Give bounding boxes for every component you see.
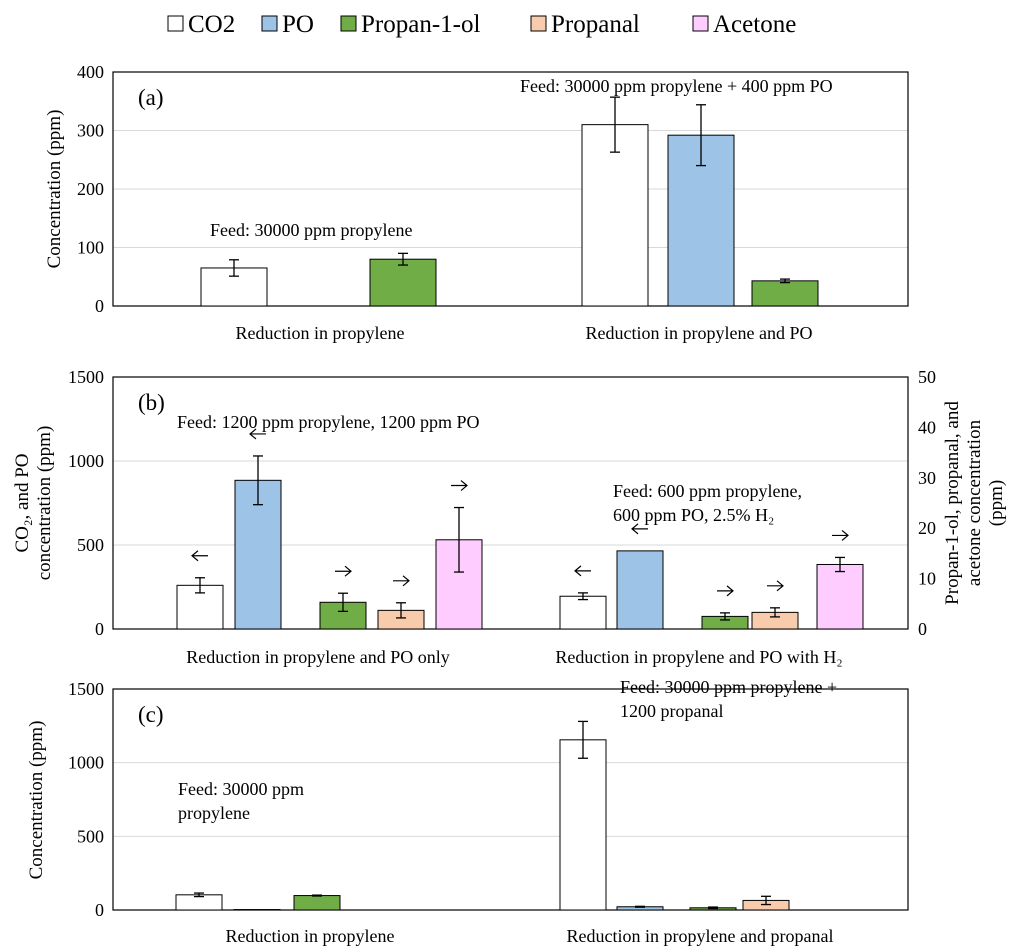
x-category-label: Reduction in propylene <box>226 926 395 946</box>
y-tick-label: 300 <box>77 121 104 141</box>
legend-label: CO2 <box>188 11 235 38</box>
y-tick-label: 500 <box>77 826 104 846</box>
y-tick-label: 0 <box>95 900 104 920</box>
y-axis-label: Concentration (ppm) <box>26 721 47 880</box>
bar-propan-1-ol <box>751 280 819 307</box>
arrow-right-icon <box>832 529 849 541</box>
y-tick-label: 100 <box>77 238 104 258</box>
legend-swatch <box>530 15 547 32</box>
feed-annotation: Feed: 30000 ppm propylene + 400 ppm PO <box>520 76 833 96</box>
legend-swatch <box>261 15 278 32</box>
y-right-tick-label: 10 <box>918 569 936 589</box>
legend-label: Acetone <box>713 11 796 38</box>
legend-item: Propanal <box>530 11 640 38</box>
y-tick-label: 1000 <box>68 753 104 773</box>
panel-label: (c) <box>138 702 164 727</box>
legend-label: PO <box>282 11 314 38</box>
y-right-tick-label: 40 <box>918 417 936 437</box>
legend-item: CO2 <box>167 11 235 38</box>
legend-swatch <box>167 15 184 32</box>
y-tick-label: 1000 <box>68 451 104 471</box>
y-right-tick-label: 20 <box>918 518 936 538</box>
legend-swatch <box>692 15 709 32</box>
y-tick-label: 400 <box>77 62 104 82</box>
y-right-tick-label: 30 <box>918 468 936 488</box>
y-tick-label: 500 <box>77 535 104 555</box>
feed-annotation: Feed: 600 ppm propylene, 600 ppm PO, 2.5%… <box>613 481 802 525</box>
bar-co2 <box>559 595 607 630</box>
bar-propan-1-ol <box>293 895 341 911</box>
y-tick-label: 1500 <box>68 367 104 387</box>
feed-annotation: Feed: 1200 ppm propylene, 1200 ppm PO <box>177 412 479 432</box>
bar-acetone <box>816 563 864 630</box>
arrow-right-icon <box>451 480 468 491</box>
x-category-label: Reduction in propylene and propanal <box>567 926 834 946</box>
y-axis-label: CO₂, and POconcentration (ppm) <box>12 426 55 581</box>
legend-item: Propan-1-ol <box>340 11 480 38</box>
y-tick-label: 0 <box>95 619 104 639</box>
legend-label: Propan-1-ol <box>361 11 480 38</box>
x-category-label: Reduction in propylene and PO with H₂ <box>555 647 842 667</box>
y-right-tick-label: 0 <box>918 619 927 639</box>
bar-propan-1-ol <box>369 258 437 307</box>
legend-item: Acetone <box>692 11 796 38</box>
y-tick-label: 0 <box>95 296 104 316</box>
chart-panel-a: 0 100 200 300 400 Reduction in propylene Reduc… <box>44 62 909 343</box>
feed-annotation: Feed: 30000 ppm propylene +1200 propanal <box>620 677 837 721</box>
y-tick-label: 1500 <box>68 679 104 699</box>
arrow-right-icon <box>767 580 784 592</box>
arrow-right-icon <box>717 585 734 597</box>
y-tick-label: 200 <box>77 179 104 199</box>
bar-co2 <box>559 739 607 911</box>
arrow-left-icon <box>631 523 648 535</box>
bar-co2 <box>581 124 649 307</box>
plot-area <box>112 71 909 307</box>
arrow-right-icon <box>335 565 352 577</box>
legend-item: PO <box>261 11 314 38</box>
x-category-label: Reduction in propylene <box>236 323 405 343</box>
plot-area <box>112 376 909 630</box>
arrow-right-icon <box>393 575 410 587</box>
panel-label: (a) <box>138 85 164 110</box>
x-category-label: Reduction in propylene and PO only <box>186 647 449 667</box>
plot-area <box>112 688 909 911</box>
y-axis-label: Concentration (ppm) <box>44 110 65 269</box>
panel-label: (b) <box>138 390 165 415</box>
bar-po <box>616 550 664 630</box>
legend-label: Propanal <box>551 11 640 38</box>
feed-annotation: Feed: 30000 ppm propylene <box>178 779 304 823</box>
feed-annotation: Feed: 30000 ppm propylene <box>210 220 412 240</box>
arrow-left-icon <box>191 550 208 562</box>
y-axis-label-right: Propan-1-ol, propanal, andacetone concen… <box>942 401 1007 605</box>
chart-panel-b: 0 500 1000 1500 0 10 20 30 40 50 Reduction in prop… <box>12 367 1007 667</box>
arrow-left-icon <box>249 428 266 440</box>
legend-swatch <box>340 15 357 32</box>
y-right-tick-label: 50 <box>918 367 936 387</box>
x-category-label: Reduction in propylene and PO <box>586 323 813 343</box>
chart-panel-c: 0 500 1000 1500 Reduction in propylene Reduct… <box>26 677 909 946</box>
arrow-left-icon <box>574 565 591 577</box>
